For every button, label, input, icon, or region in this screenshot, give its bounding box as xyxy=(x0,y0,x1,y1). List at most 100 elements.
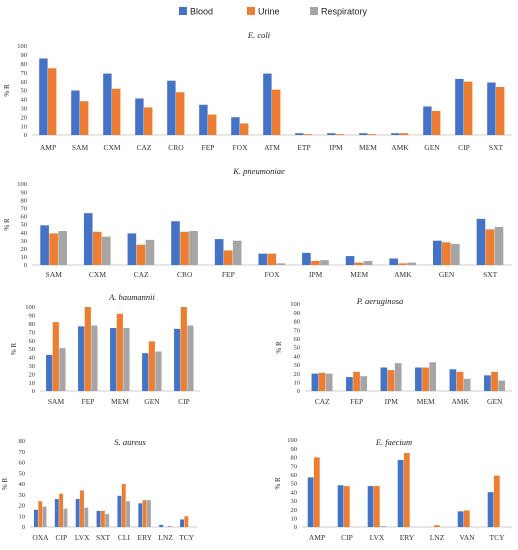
y-tick-label: 80 xyxy=(21,61,28,68)
bar-respiratory-fep xyxy=(232,240,242,265)
y-tick-label: 40 xyxy=(29,355,36,362)
x-tick-label: FEP xyxy=(82,397,95,406)
x-tick-label: CAZ xyxy=(137,143,152,152)
bar-respiratory-oxa xyxy=(42,506,47,527)
y-tick-label: 10 xyxy=(21,123,28,130)
y-tick-label: 40 xyxy=(21,230,28,237)
y-tick-label: 20 xyxy=(294,371,301,378)
bar-blood-gen xyxy=(433,240,442,265)
y-tick-label: 60 xyxy=(19,460,26,467)
bar-urine-gen xyxy=(148,341,155,391)
bar-urine-caz xyxy=(318,372,326,391)
y-tick-label: 60 xyxy=(294,336,301,343)
y-axis-label: % R xyxy=(275,341,283,354)
x-tick-label: ERY xyxy=(138,533,153,542)
bar-blood-cro xyxy=(167,80,176,135)
bar-blood-fep xyxy=(78,326,85,391)
x-tick-label: MEM xyxy=(417,397,435,406)
x-tick-label: AMP xyxy=(309,533,325,542)
bar-blood-ipm xyxy=(302,252,311,265)
legend: Blood Urine Respiratory xyxy=(179,7,368,17)
bar-blood-fox xyxy=(258,253,268,265)
bar-urine-cip xyxy=(180,307,187,391)
y-tick-label: 0 xyxy=(32,388,35,395)
x-tick-label: CIP xyxy=(178,397,190,406)
y-tick-label: 10 xyxy=(19,513,26,520)
y-tick-label: 80 xyxy=(19,438,26,445)
bar-blood-atm xyxy=(263,73,272,135)
x-tick-label: AMK xyxy=(451,397,469,406)
bar-respiratory-caz xyxy=(325,373,333,391)
y-tick-label: 30 xyxy=(21,106,28,113)
x-tick-label: AMP xyxy=(40,143,56,152)
bar-respiratory-amk xyxy=(407,262,417,265)
x-tick-label: SAM xyxy=(46,270,63,279)
bar-blood-sam xyxy=(71,90,80,135)
chart-title: A. baumannii xyxy=(108,292,155,302)
y-tick-label: 10 xyxy=(21,254,28,261)
x-tick-label: GEN xyxy=(144,397,160,406)
x-tick-label: ERY xyxy=(400,533,415,542)
bar-urine-gen xyxy=(432,110,441,135)
x-tick-label: LVX xyxy=(370,533,385,542)
x-tick-label: GEN xyxy=(487,397,503,406)
y-tick-label: 30 xyxy=(21,238,28,245)
bar-blood-ipm xyxy=(380,367,388,391)
bar-blood-fox xyxy=(231,117,240,135)
legend-label: Urine xyxy=(258,7,280,17)
bar-respiratory-lnz xyxy=(167,525,172,527)
bar-respiratory-lvx xyxy=(380,526,386,527)
bar-urine-cip xyxy=(464,81,473,135)
x-tick-label: CIP xyxy=(458,143,470,152)
y-tick-label: 100 xyxy=(17,181,27,188)
x-tick-label: AMK xyxy=(394,270,412,279)
bar-blood-caz xyxy=(135,98,144,135)
x-tick-label: MEM xyxy=(350,270,368,279)
legend-swatch-blood xyxy=(179,7,187,15)
y-tick-label: 90 xyxy=(21,52,28,59)
bar-blood-ery xyxy=(397,460,404,527)
bar-respiratory-cro xyxy=(189,230,198,265)
x-tick-label: FOX xyxy=(232,143,248,152)
y-axis-label: % R xyxy=(3,84,11,97)
bar-blood-cip xyxy=(455,78,464,135)
bar-blood-lnz xyxy=(159,524,164,527)
bar-urine-amp xyxy=(48,68,57,135)
x-tick-label: CAZ xyxy=(134,270,149,279)
x-tick-label: FEP xyxy=(222,270,235,279)
bar-blood-ipm xyxy=(327,133,336,135)
y-tick-label: 50 xyxy=(19,470,26,477)
bar-respiratory-gen xyxy=(451,243,460,265)
chart-title: E. coli xyxy=(247,30,271,40)
y-tick-label: 50 xyxy=(294,345,301,352)
bar-urine-ipm xyxy=(387,370,395,391)
y-tick-label: 70 xyxy=(294,327,301,334)
y-tick-label: 80 xyxy=(21,197,28,204)
bar-blood-amk xyxy=(389,258,398,265)
bar-urine-mem xyxy=(116,313,123,391)
y-tick-label: 80 xyxy=(294,319,301,326)
y-tick-label: 50 xyxy=(291,481,298,488)
x-tick-label: SXT xyxy=(96,533,111,542)
y-tick-label: 30 xyxy=(19,492,26,499)
bar-respiratory-ipm xyxy=(394,363,402,391)
bar-urine-ery xyxy=(142,500,147,527)
bar-respiratory-sam xyxy=(59,348,66,391)
y-tick-label: 20 xyxy=(21,246,28,253)
x-tick-label: FEP xyxy=(350,397,363,406)
bar-blood-sam xyxy=(46,354,53,391)
bar-urine-cip xyxy=(59,493,64,527)
bar-urine-fep xyxy=(84,307,91,391)
bar-urine-ery xyxy=(403,453,410,527)
bar-blood-gen xyxy=(423,106,432,135)
x-tick-label: GEN xyxy=(439,270,455,279)
bar-urine-sxt xyxy=(485,229,495,265)
bar-urine-mem xyxy=(354,262,364,265)
y-axis-label: % R xyxy=(3,218,11,231)
x-tick-label: CLI xyxy=(118,533,131,542)
x-tick-label: CXM xyxy=(103,143,120,152)
y-tick-label: 40 xyxy=(291,489,298,496)
bar-urine-fep xyxy=(353,371,360,391)
bar-respiratory-cip xyxy=(187,325,194,391)
bar-urine-cro xyxy=(176,92,185,135)
